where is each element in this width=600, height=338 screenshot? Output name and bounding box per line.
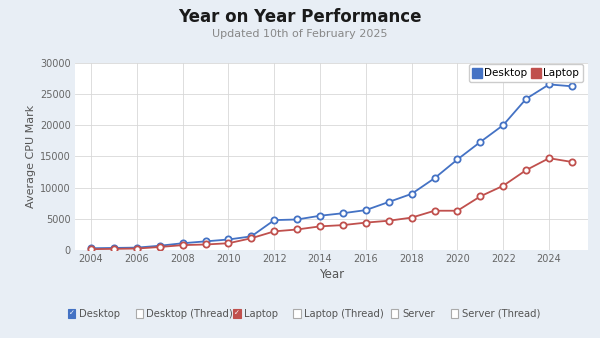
Text: Laptop (Thread): Laptop (Thread) [304,309,384,319]
Text: ✓: ✓ [68,310,74,316]
Text: Laptop: Laptop [244,309,278,319]
Text: Year on Year Performance: Year on Year Performance [178,8,422,26]
Y-axis label: Average CPU Mark: Average CPU Mark [26,105,36,208]
X-axis label: Year: Year [319,268,344,282]
Text: ✓: ✓ [234,310,240,316]
Text: Desktop (Thread): Desktop (Thread) [146,309,233,319]
Text: Updated 10th of February 2025: Updated 10th of February 2025 [212,29,388,39]
Legend: Desktop, Laptop: Desktop, Laptop [469,64,583,82]
Text: Server: Server [402,309,434,319]
Text: Desktop: Desktop [79,309,119,319]
Text: Server (Thread): Server (Thread) [462,309,541,319]
